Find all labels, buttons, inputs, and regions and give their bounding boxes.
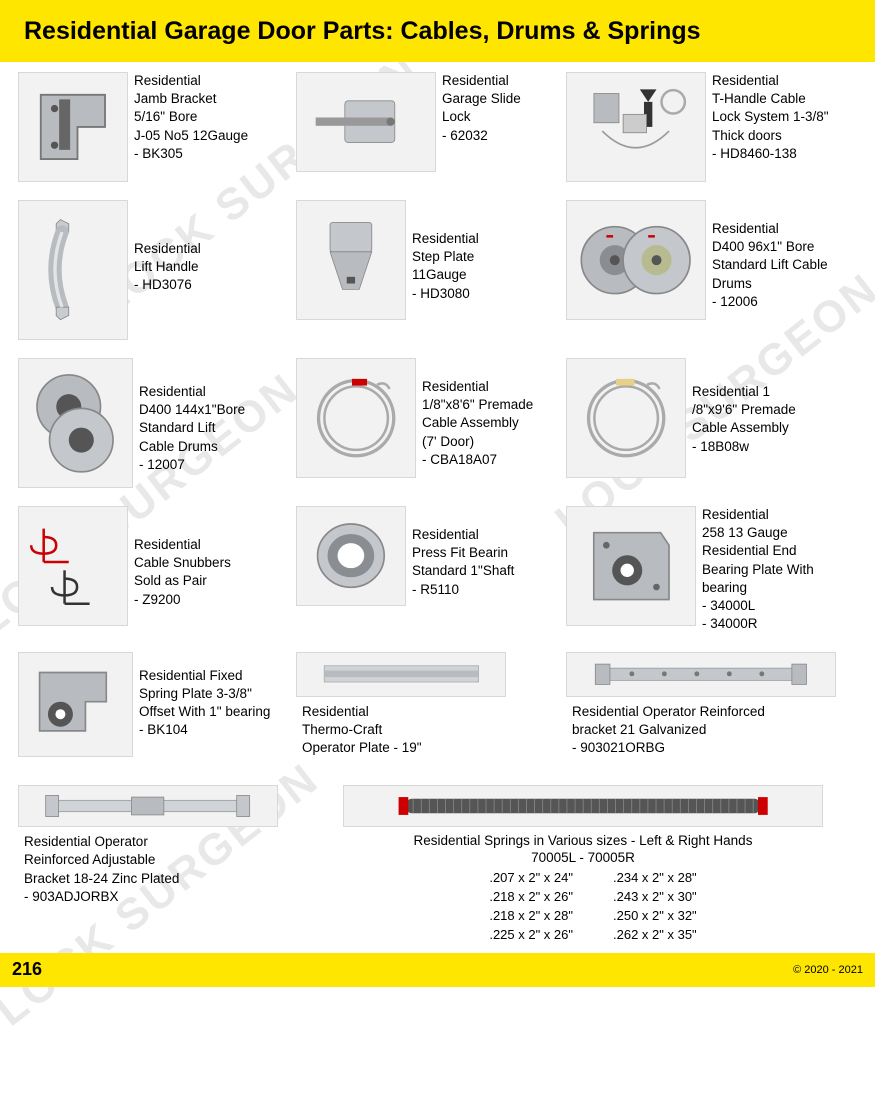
- page-header: Residential Garage Door Parts: Cables, D…: [0, 0, 875, 62]
- springs-col2: .234 x 2" x 28" .243 x 2" x 30" .250 x 2…: [613, 869, 697, 944]
- product-image: [18, 506, 128, 626]
- product-description: Residential Operator Reinforced bracket …: [566, 703, 856, 758]
- product-image: [18, 785, 278, 827]
- product-image: [296, 652, 506, 697]
- product-description: Residential Step Plate 11Gauge - HD3080: [406, 200, 479, 303]
- product-lift-handle: Residential Lift Handle - HD3076: [18, 200, 296, 340]
- product-image: [18, 72, 128, 182]
- product-cable-86: Residential 1/8"x8'6" Premade Cable Asse…: [296, 358, 566, 488]
- page-number: 216: [12, 959, 42, 980]
- product-image: [18, 200, 128, 340]
- product-image: [566, 358, 686, 478]
- page-footer: 216 © 2020 - 2021: [0, 953, 875, 987]
- springs-subtitle: 70005L - 70005R: [318, 850, 848, 865]
- product-bearing: Residential Press Fit Bearin Standard 1"…: [296, 506, 566, 634]
- product-description: Residential 258 13 Gauge Residential End…: [696, 506, 814, 634]
- product-image: [18, 652, 133, 757]
- springs-title: Residential Springs in Various sizes - L…: [318, 833, 848, 848]
- product-description: Residential Thermo-Craft Operator Plate …: [296, 703, 566, 758]
- product-description: Residential 1 /8"x9'6" Premade Cable Ass…: [686, 358, 796, 456]
- product-description: Residential Garage Slide Lock - 62032: [436, 72, 521, 145]
- product-description: Residential T-Handle Cable Lock System 1…: [706, 72, 829, 163]
- product-description: Residential Operator Reinforced Adjustab…: [18, 833, 318, 906]
- product-description: Residential D400 144x1"Bore Standard Lif…: [133, 358, 245, 474]
- product-description: Residential 1/8"x8'6" Premade Cable Asse…: [416, 358, 533, 469]
- product-cable-96: Residential 1 /8"x9'6" Premade Cable Ass…: [566, 358, 856, 488]
- copyright: © 2020 - 2021: [793, 964, 863, 976]
- product-description: Residential Press Fit Bearin Standard 1"…: [406, 506, 514, 599]
- product-drums-144: Residential D400 144x1"Bore Standard Lif…: [18, 358, 296, 488]
- product-description: Residential Fixed Spring Plate 3-3/8" Of…: [133, 652, 270, 740]
- product-description: Residential Jamb Bracket 5/16" Bore J-05…: [128, 72, 248, 163]
- product-slide-lock: Residential Garage Slide Lock - 62032: [296, 72, 566, 182]
- product-image: [566, 506, 696, 626]
- product-description: Residential D400 96x1" Bore Standard Lif…: [706, 200, 828, 311]
- product-thandle: Residential T-Handle Cable Lock System 1…: [566, 72, 856, 182]
- catalog-content: Residential Jamb Bracket 5/16" Bore J-05…: [0, 62, 875, 945]
- product-end-plate: Residential 258 13 Gauge Residential End…: [566, 506, 856, 634]
- product-fixed-spring: Residential Fixed Spring Plate 3-3/8" Of…: [18, 652, 296, 758]
- product-drums-96: Residential D400 96x1" Bore Standard Lif…: [566, 200, 856, 340]
- product-image: [566, 72, 706, 182]
- product-snubbers: Residential Cable Snubbers Sold as Pair …: [18, 506, 296, 634]
- page-title: Residential Garage Door Parts: Cables, D…: [24, 17, 701, 46]
- product-jamb-bracket: Residential Jamb Bracket 5/16" Bore J-05…: [18, 72, 296, 182]
- product-description: Residential Lift Handle - HD3076: [128, 200, 201, 295]
- product-image: [18, 358, 133, 488]
- product-image: [343, 785, 823, 827]
- product-image: [566, 652, 836, 697]
- product-image: [296, 72, 436, 172]
- product-image: [296, 506, 406, 606]
- product-image: [566, 200, 706, 320]
- product-image: [296, 200, 406, 320]
- product-springs: Residential Springs in Various sizes - L…: [318, 785, 848, 944]
- product-description: Residential Cable Snubbers Sold as Pair …: [128, 506, 231, 609]
- product-image: [296, 358, 416, 478]
- product-step-plate: Residential Step Plate 11Gauge - HD3080: [296, 200, 566, 340]
- springs-col1: .207 x 2" x 24" .218 x 2" x 26" .218 x 2…: [489, 869, 573, 944]
